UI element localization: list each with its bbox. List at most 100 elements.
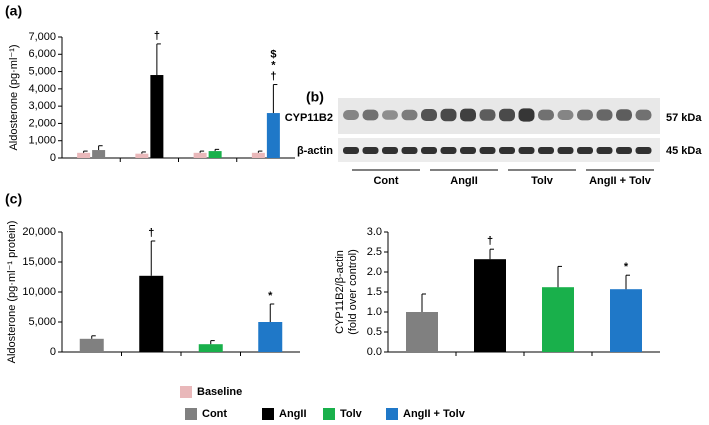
panel-label: (a) [5,3,22,19]
y-axis-label: (fold over control) [347,249,359,335]
bar [208,151,222,158]
y-tick-label: 0.5 [367,326,382,338]
bar [139,275,164,352]
blot-band [518,108,535,122]
annotation: † [487,235,493,247]
y-tick-label: 2.5 [367,246,382,258]
y-tick-label: 1.5 [367,286,382,298]
blot-band [635,147,652,154]
bar [251,152,265,158]
blot-band [616,109,632,121]
blot-band [538,147,554,154]
bar [542,287,574,352]
blot-band [382,110,398,120]
blot-band [343,110,359,120]
blot-band [518,147,535,154]
legend-label: AngII + Tolv [403,408,466,420]
y-tick-label: 4,000 [28,83,56,95]
blot-band [421,147,437,154]
blot-band [577,147,593,154]
legend-label: AngII [279,408,307,420]
legend-label: Tolv [340,408,363,420]
blot-group-label: Cont [373,175,398,187]
blot-band [557,147,574,154]
y-tick-label: 0.0 [367,346,382,358]
blot-band [440,147,457,154]
annotation: * [624,261,629,273]
blot-band [596,109,613,121]
y-tick-label: 5,000 [28,316,56,328]
blot-band [440,108,457,122]
bar [198,344,223,352]
blot-band [635,109,652,121]
y-tick-label: 7,000 [28,31,56,43]
y-axis-label: Aldosterone (pg·ml⁻¹ protein) [6,221,18,364]
blot-band [421,109,437,121]
y-tick-label: 15,000 [22,256,56,268]
blot-band [499,108,515,122]
legend-label: Cont [202,408,227,420]
annotation: † [270,70,276,82]
blot-band [616,147,632,154]
blot-row-label: CYP11B2 [285,112,333,124]
blot-band [596,147,613,154]
bar [150,75,164,158]
annotation: † [154,30,160,42]
blot-band [538,109,554,121]
y-tick-label: 5,000 [28,65,56,77]
blot-band [577,109,593,121]
y-tick-label: 1,000 [28,135,56,147]
blot-size-label: 45 kDa [666,145,702,157]
blot-band [460,147,476,154]
legend-label: Baseline [197,386,242,398]
blot-band [499,147,515,154]
blot-band [343,147,359,154]
y-tick-label: 0 [50,152,56,164]
bar [77,152,91,158]
bar [193,152,207,158]
blot-row-label: β-actin [297,145,333,157]
blot-band [401,147,418,154]
blot-band [362,109,379,121]
annotation: † [148,227,154,239]
blot-band [557,110,574,120]
y-axis-label: Aldosterone (pg·ml⁻¹) [8,44,20,150]
bar [474,259,506,352]
blot-band [401,109,418,121]
y-tick-label: 1.0 [367,306,382,318]
blot-size-label: 57 kDa [666,112,702,124]
y-tick-label: 10,000 [22,286,56,298]
annotation: $ [270,48,276,60]
blot-band [479,109,496,121]
bar [258,322,283,352]
annotation: * [271,59,276,71]
panel-label: (b) [306,89,324,105]
y-axis-label: CYP11B2/β-actin [334,250,346,334]
y-tick-label: 2.0 [367,266,382,278]
y-tick-label: 3.0 [367,226,382,238]
blot-band [460,108,476,122]
legend-swatch [185,408,197,420]
legend-swatch [323,408,335,420]
bar [266,113,280,158]
bar [135,153,149,158]
bar [406,312,438,352]
blot-band [479,147,496,154]
blot-group-label: Tolv [531,175,554,187]
panel-label: (c) [5,191,22,207]
y-tick-label: 2,000 [28,117,56,129]
y-tick-label: 20,000 [22,226,56,238]
legend-swatch [262,408,274,420]
y-tick-label: 6,000 [28,48,56,60]
bar [92,150,106,158]
blot-band [382,147,398,154]
blot-group-label: AngII [450,175,478,187]
annotation: * [268,290,273,302]
legend-swatch [386,408,398,420]
legend-swatch [180,386,192,398]
y-tick-label: 0 [50,346,56,358]
bar [79,338,104,352]
y-tick-label: 3,000 [28,100,56,112]
bar [610,289,642,352]
